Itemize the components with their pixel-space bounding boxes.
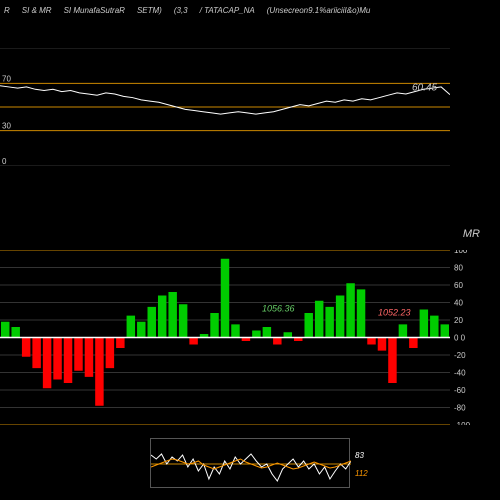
header-item: SI MunafaSutraR (64, 6, 125, 15)
svg-text:60: 60 (454, 281, 463, 290)
header-item: SETM) (137, 6, 162, 15)
svg-text:60.45: 60.45 (412, 83, 437, 94)
svg-text:1052.23: 1052.23 (378, 308, 411, 318)
header-item: (Unsecreon9.1%ariiciiI&o)Mu (267, 6, 371, 15)
svg-text:1056.36: 1056.36 (262, 304, 295, 314)
bottom-chart-value: 112 (355, 469, 368, 478)
middle-chart-panel: 100806040200 0-20-40-60-80-1001056.36105… (0, 250, 450, 425)
bottom-chart-value: 83 (355, 451, 364, 460)
svg-text:40: 40 (454, 299, 463, 308)
svg-text:100: 100 (454, 250, 468, 255)
svg-text:-40: -40 (454, 369, 466, 378)
svg-text:70: 70 (2, 74, 11, 83)
header-item: / TATACAP_NA (200, 6, 255, 15)
top-chart-panel: 1007030060.45 (0, 48, 450, 166)
svg-text:20: 20 (454, 316, 463, 325)
svg-text:-100: -100 (454, 421, 471, 425)
svg-text:30: 30 (2, 122, 11, 131)
header-item: R (4, 6, 10, 15)
svg-text:-80: -80 (454, 404, 466, 413)
svg-text:-20: -20 (454, 351, 466, 360)
bottom-chart-panel: 83112 (150, 438, 350, 488)
header-item: SI & MR (22, 6, 52, 15)
svg-text:80: 80 (454, 264, 463, 273)
header-item: (3,3 (174, 6, 188, 15)
chart-header: R SI & MR SI MunafaSutraR SETM) (3,3 / T… (0, 2, 500, 18)
mr-indicator-label: MR (463, 228, 480, 240)
svg-text:-60: -60 (454, 386, 466, 395)
svg-text:0 0: 0 0 (454, 334, 466, 343)
svg-text:0: 0 (2, 157, 7, 166)
